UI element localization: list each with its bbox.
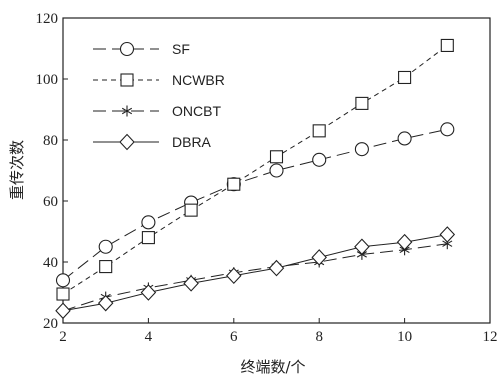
series-oncbt: [57, 238, 453, 317]
data-point-ncwbr: [355, 96, 369, 110]
data-point-dbra: [268, 259, 285, 277]
x-tick-label: 10: [397, 329, 412, 345]
x-tick-label: 8: [315, 329, 323, 345]
series: [55, 38, 456, 320]
data-point-dbra: [226, 267, 242, 285]
legend-label-oncbt: ONCBT: [172, 103, 221, 119]
legend-item-oncbt: ONCBT: [93, 103, 221, 119]
y-tick-label: 100: [36, 72, 59, 88]
y-tick-label: 60: [43, 194, 58, 210]
legend-marker-dbra: [119, 133, 135, 151]
y-axis-title: 重传次数: [8, 140, 26, 200]
data-point-sf: [354, 142, 369, 157]
data-point-ncwbr: [184, 203, 198, 217]
data-point-dbra: [55, 302, 71, 320]
series-ncwbr: [56, 38, 454, 301]
y-tick-label: 80: [43, 133, 58, 149]
series-dbra: [55, 226, 456, 320]
data-point-sf: [98, 239, 113, 254]
legend-label-dbra: DBRA: [172, 134, 212, 150]
legend-label-sf: SF: [172, 41, 190, 57]
data-point-ncwbr: [398, 70, 412, 85]
data-point-sf: [141, 215, 156, 230]
data-point-dbra: [396, 233, 413, 251]
series-line-dbra: [62, 234, 448, 312]
legend-item-dbra: DBRA: [93, 133, 212, 151]
data-point-dbra: [97, 294, 114, 312]
x-tick-label: 2: [59, 329, 67, 345]
data-point-sf: [312, 152, 327, 167]
data-point-ncwbr: [440, 38, 454, 53]
data-point-sf: [440, 122, 455, 137]
y-tick-label: 20: [43, 316, 58, 332]
data-point-sf: [269, 163, 284, 178]
data-point-dbra: [140, 284, 157, 301]
legend-item-sf: SF: [93, 41, 190, 57]
series-line-oncbt: [62, 243, 448, 312]
legend-marker-sf: [119, 41, 135, 57]
data-point-dbra: [439, 226, 456, 243]
legend: SF NCWBR ONCBT DBRA: [93, 41, 225, 151]
ticks: 2 4 6 8 10 12 20 40 60 80 100 120: [36, 11, 497, 345]
legend-label-ncwbr: NCWBR: [172, 72, 225, 88]
plot-frame: [62, 17, 491, 324]
data-point-ncwbr: [141, 231, 155, 245]
data-point-dbra: [311, 249, 327, 266]
series-line-ncwbr: [62, 45, 448, 295]
legend-marker-ncwbr: [120, 73, 134, 87]
data-point-ncwbr: [227, 177, 241, 191]
series-sf: [55, 122, 455, 288]
legend-marker-oncbt: [121, 105, 133, 117]
y-tick-label: 40: [43, 255, 58, 271]
data-point-dbra: [183, 275, 199, 292]
data-point-ncwbr: [269, 150, 284, 164]
axes: [62, 17, 491, 324]
series-line-sf: [62, 128, 448, 281]
x-tick-label: 12: [483, 329, 497, 345]
y-tick-label: 120: [36, 11, 59, 27]
legend-item-ncwbr: NCWBR: [93, 72, 225, 88]
data-point-sf: [397, 131, 412, 146]
x-axis-title: 终端数/个: [240, 358, 305, 376]
data-point-ncwbr: [99, 260, 113, 274]
data-point-ncwbr: [312, 124, 326, 138]
data-point-dbra: [354, 238, 370, 256]
x-tick-label: 6: [230, 329, 238, 345]
x-tick-label: 4: [145, 329, 153, 345]
data-point-sf: [55, 273, 71, 288]
data-point-ncwbr: [56, 287, 70, 301]
